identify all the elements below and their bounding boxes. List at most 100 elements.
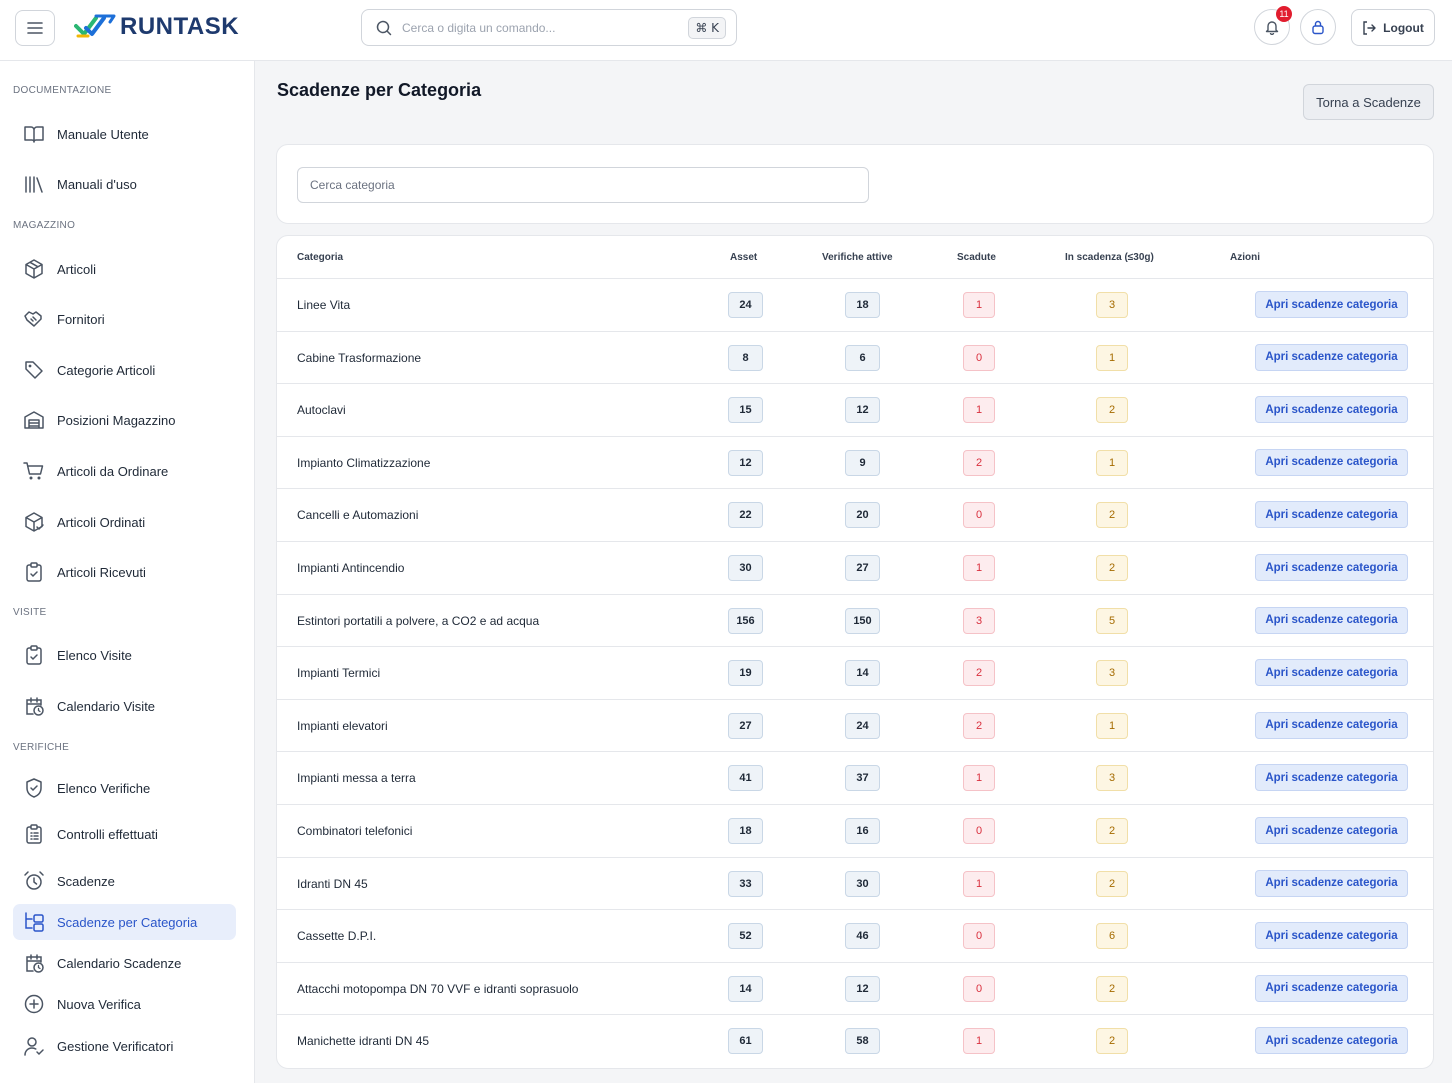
handshake-icon [24,311,42,327]
sidebar-item-gestione-verificatori[interactable]: Gestione Verificatori [13,1028,236,1064]
category-name: Impianti messa a terra [297,771,416,786]
sidebar-item-articoli[interactable]: Articoli [13,251,236,287]
open-category-deadlines-button[interactable]: Apri scadenze categoria [1255,869,1408,897]
sidebar-item-scadenze-per-categoria[interactable]: Scadenze per Categoria [13,904,236,940]
sidebar-item-calendario-visite[interactable]: Calendario Visite [13,688,236,724]
sidebar-item-articoli-ordinati[interactable]: Articoli Ordinati [13,504,236,540]
expired-count-badge: 0 [963,502,995,529]
open-category-deadlines-button[interactable]: Apri scadenze categoria [1255,448,1408,476]
sidebar-item-label: Calendario Scadenze [57,955,182,971]
sidebar-item-label: Elenco Verifiche [57,780,151,796]
active-checks-badge: 18 [845,292,880,318]
asset-count-badge: 12 [728,449,763,476]
expired-count-badge: 3 [963,607,995,634]
clipboard-check-icon [26,645,42,665]
open-category-deadlines-button[interactable]: Apri scadenze categoria [1255,606,1408,634]
sidebar-item-label: Scadenze per Categoria [57,914,198,930]
sidebar: DOCUMENTAZIONE Manuale Utente Manuali d'… [0,61,255,1083]
due-soon-count-badge: 2 [1096,818,1128,844]
due-soon-count-badge: 2 [1096,870,1128,897]
brand-logo[interactable]: RUNTASK [74,11,239,43]
category-name: Impianti Antincendio [297,561,405,575]
sidebar-item-label: Articoli Ordinati [57,514,146,530]
sidebar-item-fornitori[interactable]: Fornitori [13,301,236,337]
category-name: Cabine Trasformazione [297,350,422,365]
logout-label: Logout [1383,20,1424,35]
sidebar-item-manuale-utente[interactable]: Manuale Utente [13,116,236,152]
sidebar-item-nuova-verifica[interactable]: Nuova Verifica [13,986,236,1022]
open-category-deadlines-button[interactable]: Apri scadenze categoria [1255,291,1408,318]
open-category-deadlines-button[interactable]: Apri scadenze categoria [1255,343,1408,371]
category-name: Impianti elevatori [297,718,388,733]
open-category-deadlines-button[interactable]: Apri scadenze categoria [1255,501,1408,529]
active-checks-badge: 12 [845,975,880,1002]
clipboard-list-icon [26,824,42,844]
column-header-asset[interactable]: Asset [730,252,758,263]
category-name: Linee Vita [297,298,351,312]
open-category-deadlines-button[interactable]: Apri scadenze categoria [1255,817,1408,844]
due-soon-count-badge: 6 [1096,923,1128,950]
package-check-icon [25,512,44,532]
logout-icon [1363,20,1376,35]
calendar-clock-icon [26,954,44,973]
sidebar-item-label: Controlli effettuati [57,826,158,842]
expired-count-badge: 0 [963,818,995,844]
sidebar-item-articoli-ricevuti[interactable]: Articoli Ricevuti [13,554,236,590]
due-soon-count-badge: 2 [1096,975,1128,1002]
column-header-scadute[interactable]: Scadute [957,252,996,263]
sidebar-item-elenco-verifiche[interactable]: Elenco Verifiche [13,770,236,806]
column-header-in-scadenza[interactable]: In scadenza (≤30g) [1065,252,1154,263]
column-header-verifiche-attive[interactable]: Verifiche attive [822,252,893,263]
table-row: Attacchi motopompa DN 70 VVF e idranti s… [277,963,1433,1016]
table-row: Linee Vita 24 18 1 3 Apri scadenze categoria [277,279,1433,332]
category-name: Autoclavi [297,403,346,418]
open-category-deadlines-button[interactable]: Apri scadenze categoria [1255,1027,1408,1055]
brand-name: RUNTASK [120,13,240,40]
logout-button[interactable]: Logout [1351,9,1435,46]
sidebar-item-categorie-articoli[interactable]: Categorie Articoli [13,352,236,388]
table-row: Cassette D.P.I. 52 46 0 6 Apri scadenze categ… [277,910,1433,963]
asset-count-badge: 15 [728,397,763,424]
open-category-deadlines-button[interactable]: Apri scadenze categoria [1255,764,1408,792]
sidebar-item-label: Posizioni Magazzino [57,412,176,428]
open-category-deadlines-button[interactable]: Apri scadenze categoria [1255,974,1408,1002]
expired-count-badge: 2 [963,712,995,739]
category-name: Idranti DN 45 [297,876,368,891]
due-soon-count-badge: 3 [1096,765,1128,792]
sidebar-item-articoli-da-ordinare[interactable]: Articoli da Ordinare [13,453,236,489]
open-category-deadlines-button[interactable]: Apri scadenze categoria [1255,922,1408,950]
asset-count-badge: 30 [728,555,763,581]
user-check-icon [24,1037,44,1056]
sidebar-item-label: Calendario Visite [57,698,156,714]
category-search-input[interactable] [297,167,869,203]
open-category-deadlines-button[interactable]: Apri scadenze categoria [1255,554,1408,581]
active-checks-badge: 12 [845,397,880,424]
open-category-deadlines-button[interactable]: Apri scadenze categoria [1255,659,1408,687]
open-category-deadlines-button[interactable]: Apri scadenze categoria [1255,711,1408,739]
open-category-deadlines-button[interactable]: Apri scadenze categoria [1255,396,1408,424]
active-checks-badge: 37 [845,765,880,792]
table-header: Categoria Asset Verifiche attive Scadute… [277,236,1433,279]
back-to-scadenze-button[interactable]: Torna a Scadenze [1303,84,1434,120]
column-header-categoria[interactable]: Categoria [297,252,344,263]
menu-toggle-button[interactable] [15,10,55,46]
sidebar-item-manuali-duso[interactable]: Manuali d'uso [13,166,236,202]
due-soon-count-badge: 2 [1096,555,1128,581]
user-profile-button[interactable] [1300,9,1336,45]
sidebar-item-calendario-scadenze[interactable]: Calendario Scadenze [13,945,236,981]
command-search[interactable]: Cerca o digita un comando... ⌘ K [361,9,737,46]
sidebar-item-controlli-effettuati[interactable]: Controlli effettuati [13,816,236,852]
categories-table: Categoria Asset Verifiche attive Scadute… [276,235,1434,1069]
table-row: Impianti Antincendio 30 27 1 2 Apri scadenze … [277,542,1433,595]
active-checks-badge: 150 [845,607,880,634]
sidebar-item-scadenze[interactable]: Scadenze [13,863,236,899]
category-name: Cassette D.P.I. [297,929,377,944]
search-placeholder[interactable]: Cerca o digita un comando... [402,20,556,35]
active-checks-badge: 27 [845,555,880,581]
asset-count-badge: 24 [728,292,763,318]
sidebar-item-posizioni-magazzino[interactable]: Posizioni Magazzino [13,402,236,438]
sidebar-item-elenco-visite[interactable]: Elenco Visite [13,637,236,673]
notifications-button[interactable]: 11 [1254,6,1292,45]
sidebar-item-label: Articoli Ricevuti [57,564,146,580]
section-label-verifiche: VERIFICHE [13,742,70,753]
